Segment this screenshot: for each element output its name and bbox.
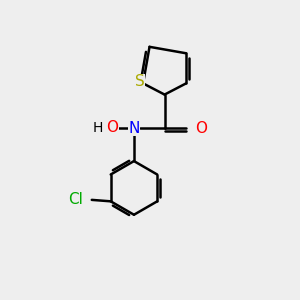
Text: H: H — [93, 121, 103, 134]
Text: O: O — [196, 121, 208, 136]
Text: S: S — [135, 74, 145, 89]
Text: O: O — [106, 120, 118, 135]
Text: Cl: Cl — [68, 192, 83, 207]
Text: N: N — [128, 121, 140, 136]
